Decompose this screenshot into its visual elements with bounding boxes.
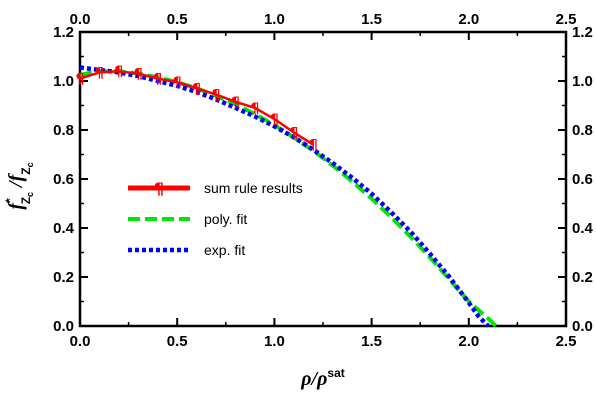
data-point: ¶ (192, 81, 201, 97)
data-point: ¶ (134, 67, 143, 83)
data-point: ¶ (270, 112, 279, 128)
y-tick-label-left: 1.2 (53, 24, 74, 41)
data-point: ¶ (95, 65, 104, 81)
series-line-poly-fit (79, 69, 498, 328)
data-point: ¶ (76, 72, 85, 88)
x-tick-label-bottom: 2.5 (556, 333, 577, 350)
y-tick-label-right: 0.4 (572, 220, 594, 237)
y-tick-label-left: 1.0 (53, 73, 74, 90)
legend: ¶ sum rule results poly. fit exp. fit (128, 179, 303, 258)
ticks: 0.00.00.50.51.01.01.51.52.02.02.52.50.0 0… (53, 11, 593, 350)
data-point: ¶ (231, 95, 240, 111)
series-line-exp-fit (79, 65, 490, 328)
x-tick-label-top: 0.5 (167, 11, 188, 28)
data-point: ¶ (289, 125, 298, 141)
y-tick-label-left: 0.0 (53, 318, 74, 335)
x-tick-label-bottom: 0.0 (70, 333, 91, 350)
series-layer: ¶ ¶ ¶ ¶ ¶ ¶ ¶ ¶ ¶ ¶ ¶ ¶ ¶ (76, 64, 498, 328)
y-tick-label-right: 0.2 (572, 269, 593, 286)
data-point: ¶ (173, 75, 182, 91)
x-axis-title: ρ/ρsat (300, 366, 345, 390)
x-tick-label-top: 1.5 (361, 11, 382, 28)
y-tick-label-right: 0.0 (572, 318, 593, 335)
data-point: ¶ (212, 87, 221, 103)
y-tick-label-right: 1.0 (572, 73, 593, 90)
y-axis-title: f* Zc /fZc (3, 162, 35, 209)
y-tick-label-left: 0.6 (53, 171, 74, 188)
x-tick-label-bottom: 0.5 (167, 333, 188, 350)
data-point: ¶ (309, 138, 318, 154)
y-tick-label-right: 0.6 (572, 171, 593, 188)
legend-marker: ¶ (154, 179, 164, 198)
x-tick-label-top: 2.0 (458, 11, 479, 28)
data-point: ¶ (114, 64, 123, 80)
x-tick-label-top: 1.0 (264, 11, 285, 28)
y-tick-label-left: 0.2 (53, 269, 74, 286)
y-tick-label-left: 0.4 (53, 220, 75, 237)
y-tick-label-left: 0.8 (53, 122, 74, 139)
legend-label: poly. fit (204, 211, 247, 227)
legend-label: exp. fit (204, 242, 245, 258)
series-line-sum-rule-results (79, 69, 314, 146)
x-tick-label-top: 0.0 (70, 11, 91, 28)
x-tick-label-top: 2.5 (556, 11, 577, 28)
y-tick-label-right: 1.2 (572, 24, 593, 41)
legend-label: sum rule results (204, 180, 303, 196)
x-tick-label-bottom: 1.5 (361, 333, 382, 350)
data-point: ¶ (153, 72, 162, 88)
x-tick-label-bottom: 1.0 (264, 333, 285, 350)
y-tick-label-right: 0.8 (572, 122, 593, 139)
data-point: ¶ (250, 101, 259, 117)
x-tick-label-bottom: 2.0 (458, 333, 479, 350)
